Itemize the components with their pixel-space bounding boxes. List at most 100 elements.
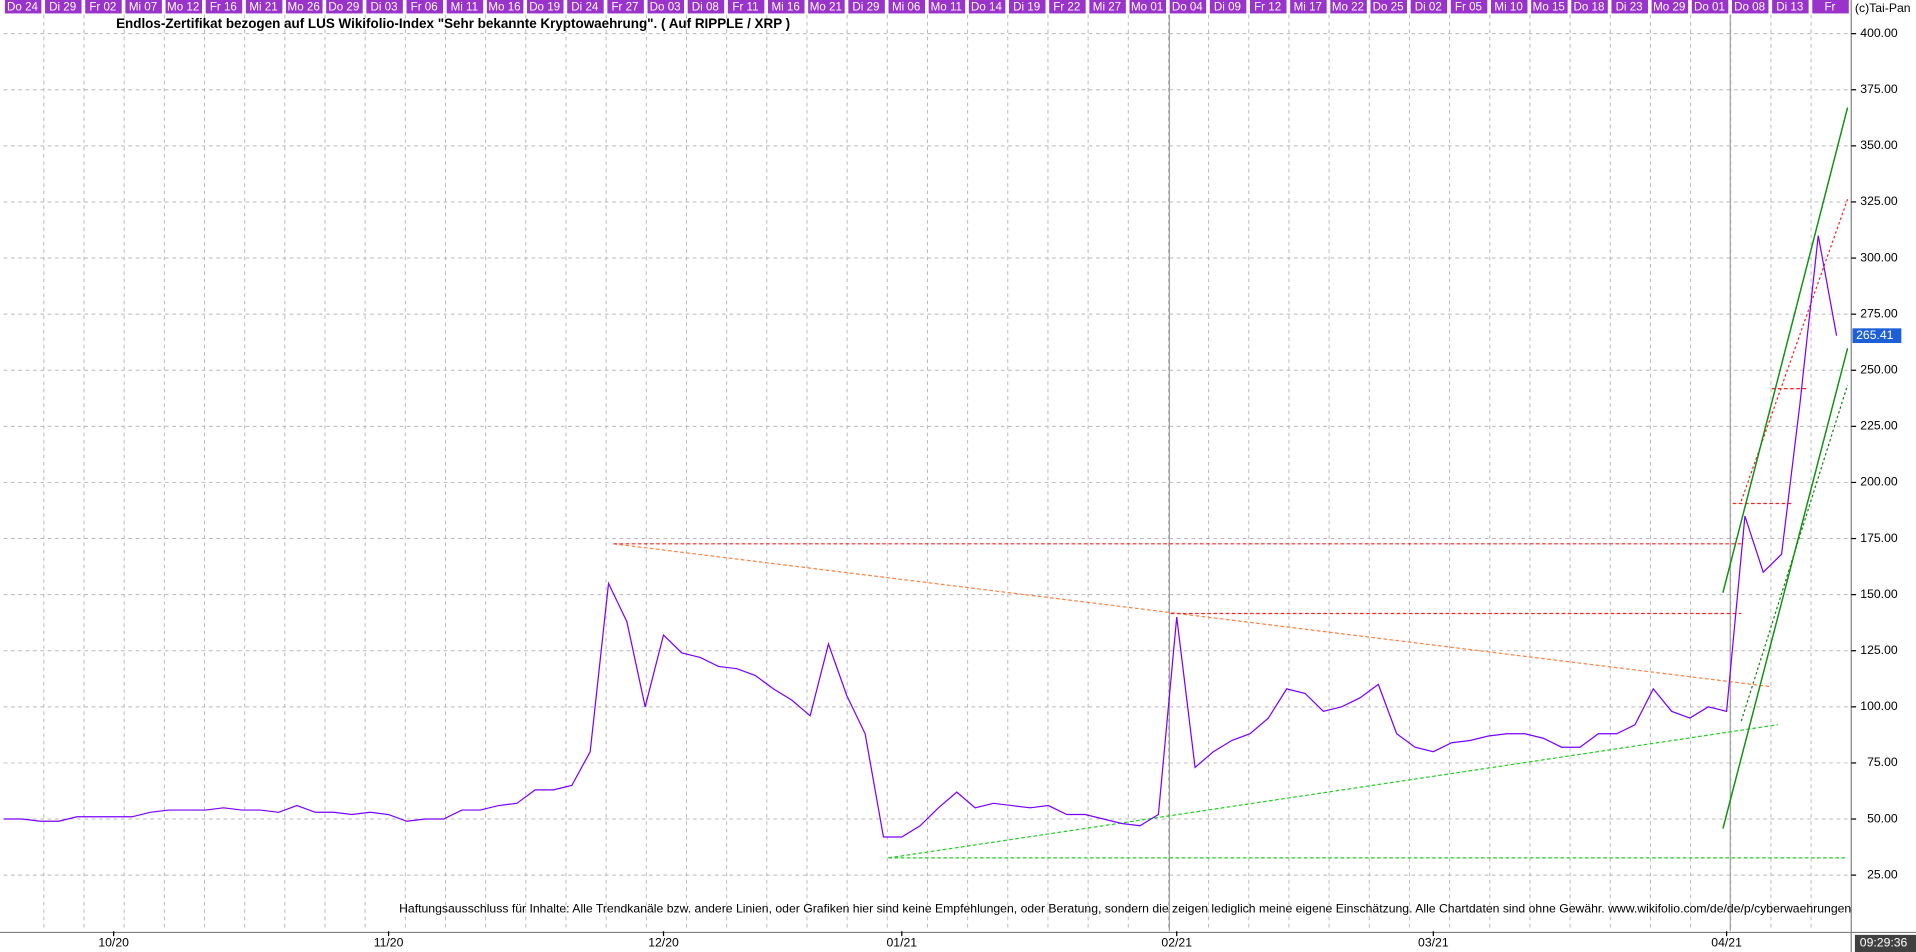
top-label-box: [286, 0, 323, 14]
top-label: Mo 22: [1332, 0, 1364, 13]
x-tick-label: 12/20: [648, 936, 679, 950]
top-label: Fr 02: [89, 0, 116, 13]
y-tick-label: 250.00: [1860, 362, 1898, 376]
top-label: Mi 11: [451, 0, 478, 13]
top-label-box: [1611, 0, 1648, 14]
top-label-box: [727, 0, 765, 14]
top-label-box: [1531, 0, 1568, 14]
top-label-box: [647, 0, 685, 14]
top-label-box: [85, 0, 122, 14]
top-label-box: [1330, 0, 1367, 14]
top-label-box: [607, 0, 644, 14]
timestamp-box: [1854, 934, 1916, 952]
top-label: Fr 06: [411, 0, 438, 13]
trend-line: [613, 543, 1772, 688]
plot: [3, 235, 1838, 838]
disclaimer: Haftungsausschluss für Inhalte: Alle Tre…: [399, 901, 1851, 915]
top-label: Do 08: [1734, 0, 1765, 13]
top-label-box: [1129, 0, 1166, 14]
top-label: Do 04: [1172, 0, 1203, 13]
top-label: Mo 01: [1131, 0, 1163, 13]
top-label: Fr 16: [210, 0, 237, 13]
x-tick-label: 11/20: [374, 936, 404, 950]
top-label: Di 19: [1013, 0, 1040, 13]
y-tick-label: 325.00: [1860, 194, 1898, 208]
trend-lines: [613, 107, 1849, 859]
top-label-box: [808, 0, 845, 14]
top-label-box: [1290, 0, 1327, 14]
top-label-box: [1731, 0, 1769, 14]
top-label-box: [687, 0, 725, 14]
top-label-box: [888, 0, 926, 14]
top-label: Fr 22: [1053, 0, 1080, 13]
top-label-box: [1009, 0, 1046, 14]
top-label-box: [1490, 0, 1528, 14]
x-tick-label: 02/21: [1161, 936, 1192, 950]
top-label-box: [1249, 0, 1287, 14]
top-label: Fr: [1824, 0, 1835, 13]
top-label-box: [326, 0, 363, 14]
y-tick-label: 375.00: [1860, 82, 1898, 96]
top-label-box: [1209, 0, 1247, 14]
top-label: Di 23: [1616, 0, 1643, 13]
top-label: Fr 27: [611, 0, 638, 13]
top-label-box: [1651, 0, 1689, 14]
top-label: Mi 17: [1294, 0, 1322, 13]
top-label: Di 09: [1214, 0, 1241, 13]
top-label-box: [1410, 0, 1448, 14]
top-label-box: [165, 0, 203, 14]
top-label: Mo 21: [810, 0, 842, 13]
top-label: Mo 16: [488, 0, 520, 13]
top-label-box: [486, 0, 524, 14]
top-label: Di 29: [852, 0, 879, 13]
x-tick-label: 01/21: [887, 936, 918, 950]
top-label: Di 13: [1776, 0, 1803, 13]
top-label: Mi 27: [1093, 0, 1121, 13]
top-label: Mi 07: [129, 0, 157, 13]
top-label: Di 24: [571, 0, 599, 13]
top-label-box: [45, 0, 82, 14]
top-label: Do 14: [971, 0, 1002, 13]
y-tick-label: 275.00: [1860, 306, 1898, 320]
top-label-box: [446, 0, 484, 14]
top-label-box: [1450, 0, 1488, 14]
top-label-box: [1370, 0, 1407, 14]
top-label: Fr 05: [1455, 0, 1482, 13]
top-label: Mo 11: [931, 0, 962, 13]
top-label-box: [1571, 0, 1608, 14]
last-value-label: 265.41: [1856, 328, 1894, 342]
trend-line: [1722, 348, 1849, 829]
x-tick-label: 10/20: [98, 936, 129, 950]
x-tick-label: 04/21: [1711, 936, 1742, 950]
top-label: Mi 10: [1494, 0, 1522, 13]
top-label-box: [768, 0, 805, 14]
last-value-box: [1852, 328, 1902, 343]
top-label-box: [567, 0, 604, 14]
top-label-box: [968, 0, 1006, 14]
price-line: [3, 235, 1838, 838]
y-tick-label: 50.00: [1867, 811, 1898, 825]
x-tick-label: 03/21: [1418, 936, 1449, 950]
top-label-box: [4, 0, 42, 14]
top-label: Di 03: [370, 0, 397, 13]
y-tick-label: 300.00: [1860, 250, 1898, 264]
y-tick-label: 150.00: [1860, 587, 1898, 601]
y-tick-label: 400.00: [1860, 26, 1898, 40]
top-label: Di 02: [1415, 0, 1442, 13]
top-label-box: [1169, 0, 1207, 14]
top-label: Do 18: [1573, 0, 1604, 13]
top-label: Fr 12: [1254, 0, 1281, 13]
top-label: Fr 11: [732, 0, 758, 13]
top-label: Do 19: [529, 0, 560, 13]
top-label-box: [406, 0, 444, 14]
top-label-box: [527, 0, 564, 14]
y-tick-label: 350.00: [1860, 138, 1898, 152]
top-label-box: [245, 0, 283, 14]
top-label-box: [848, 0, 885, 14]
top-label-box: [1812, 0, 1849, 14]
top-label: Do 29: [328, 0, 359, 13]
y-tick-label: 100.00: [1860, 699, 1898, 713]
top-label: Di 29: [49, 0, 76, 13]
top-label: Mo 12: [167, 0, 199, 13]
